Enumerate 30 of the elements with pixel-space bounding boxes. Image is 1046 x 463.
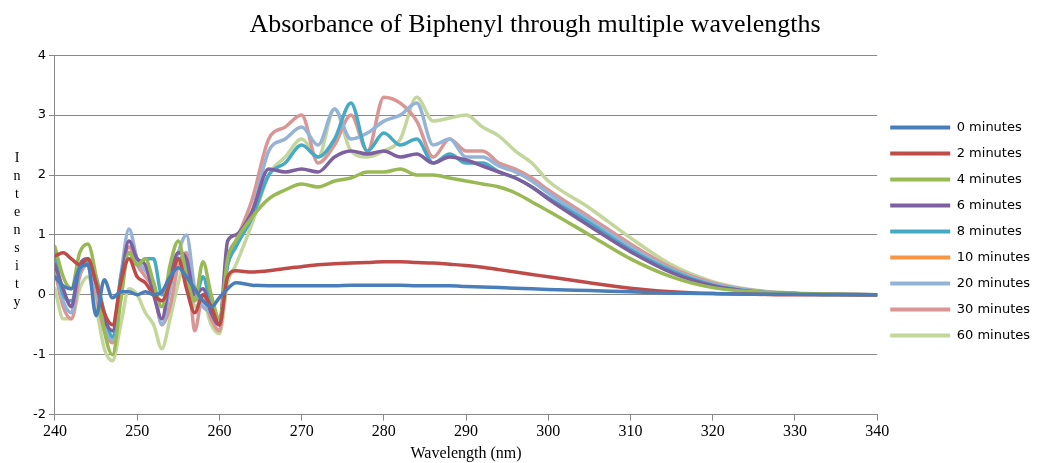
x-axis-title: Wavelength (nm) [410,443,522,462]
x-tick-label: 320 [700,422,725,440]
y-tick-label: 3 [37,106,46,122]
legend-label: 8 minutes [956,222,1022,238]
x-tick-label: 240 [42,422,67,440]
legend-label: 10 minutes [956,248,1031,264]
x-tick-label: 260 [207,422,232,440]
y-tick-label: -1 [32,346,46,362]
y-tick-label: 1 [37,226,46,242]
x-tick-label: 270 [289,422,314,440]
x-tick-label: 300 [536,422,561,440]
x-tick-label: 330 [782,422,807,440]
y-tick-label: -2 [32,405,46,421]
text: Intensity [13,149,21,309]
legend-label: 0 minutes [956,118,1022,134]
legend-label: 20 minutes [956,274,1031,290]
y-tick-label: 0 [37,286,46,302]
legend-label: 30 minutes [956,300,1031,316]
x-tick-label: 250 [125,422,150,440]
y-tick-label: 4 [37,46,46,62]
x-tick-label: 340 [865,422,890,440]
x-tick-label: 280 [371,422,396,440]
legend-label: 2 minutes [956,144,1022,160]
x-tick-label: 290 [454,422,479,440]
chart-title: Absorbance of Biphenyl through multiple wavelengths [249,9,821,39]
legend-label: 60 minutes [956,326,1031,342]
legend-label: 4 minutes [956,170,1022,186]
y-tick-label: 2 [37,166,46,182]
legend-label: 6 minutes [956,196,1022,212]
x-tick-label: 310 [618,422,643,440]
